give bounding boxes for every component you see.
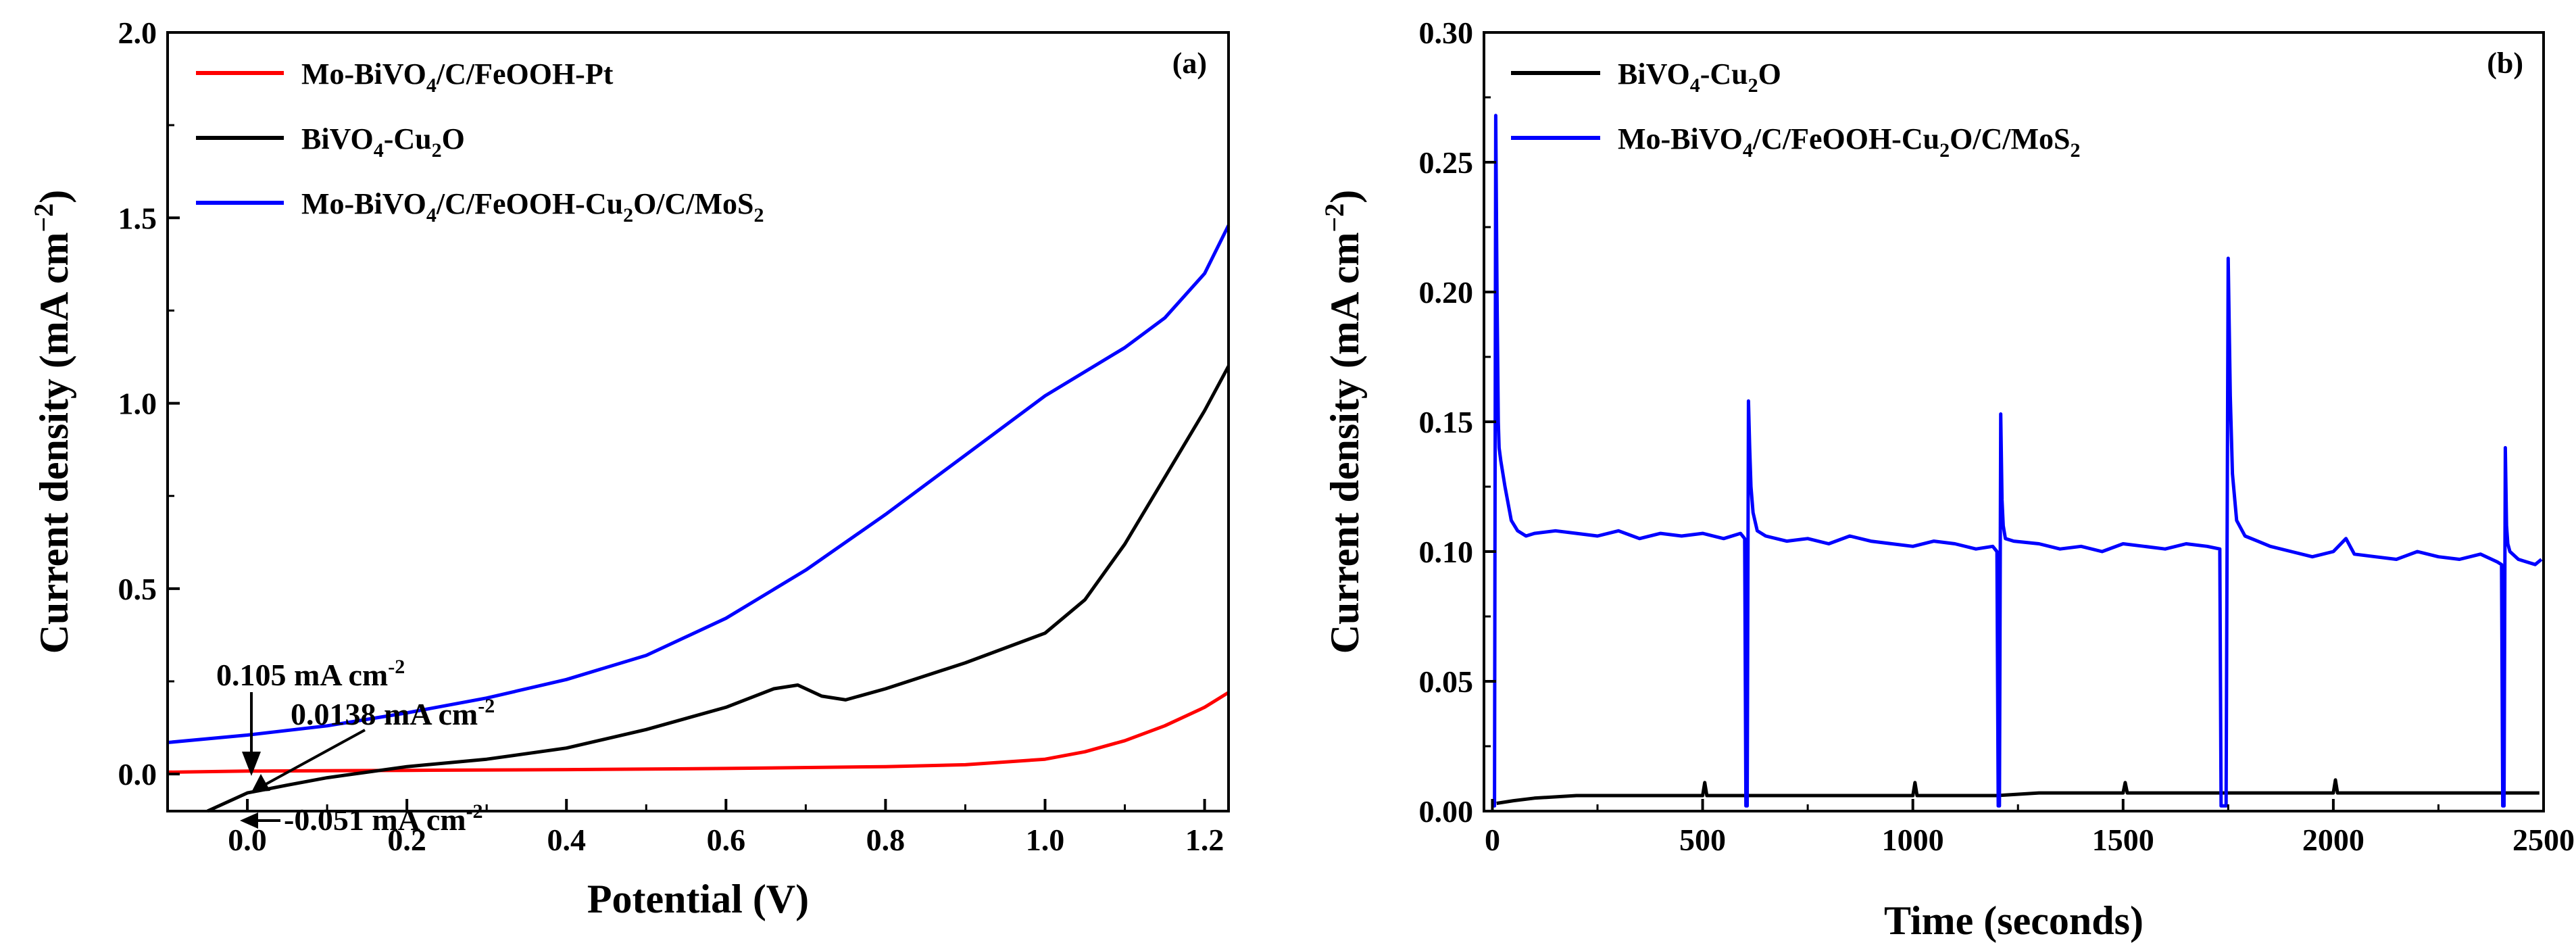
panel-a-ticks: 0.0 0.2 0.4 0.6 0.8 1.0 1.2 0.0 0.5 1.0 1.5 2.0: [118, 16, 1224, 857]
x-tick-label-a: 0.0: [228, 823, 267, 857]
panel-a-annotations: 0.105 mA cm-2 0.0138 mA cm-2 -0.051 mA c…: [216, 656, 495, 837]
series-line-b-0: [1496, 778, 2540, 805]
legend-entry-b-mos2: Mo-BiVO4/C/FeOOH-Cu2O/C/MoS2: [1618, 122, 2081, 162]
panel-a-ylabel: Current density (mA cm−2): [28, 190, 76, 654]
legend-entry-pt: Mo-BiVO4/C/FeOOH-Pt: [301, 57, 614, 97]
panel-a-frame: [166, 31, 1230, 812]
legend-entry-mos2: Mo-BiVO4/C/FeOOH-Cu2O/C/MoS2: [301, 187, 764, 226]
panel-b-label: (b): [2487, 47, 2523, 80]
annotation-0105: 0.105 mA cm-2: [216, 656, 405, 692]
annotation-00138-arrow: [263, 729, 366, 787]
panel-a: 0.0 0.2 0.4 0.6 0.8 1.0 1.2 0.0 0.5 1.0 1.5 2.0 (a)…: [28, 16, 1231, 921]
x-tick-label-b: 1500: [2092, 823, 2154, 857]
y-tick-label-a: 1.5: [118, 201, 157, 235]
x-tick-label-b: 1000: [1882, 823, 1944, 857]
annotation-m0051: -0.051 mA cm-2: [284, 800, 483, 837]
y-tick-label-a: 2.0: [118, 16, 157, 50]
panel-b-legend: BiVO4-Cu2O Mo-BiVO4/C/FeOOH-Cu2O/C/MoS2: [1511, 57, 2081, 162]
x-tick-label-a: 0.4: [547, 823, 586, 857]
y-tick-label-b: 0.00: [1419, 794, 1474, 829]
y-tick-label-a: 0.5: [118, 572, 157, 606]
annotation-00138: 0.0138 mA cm-2: [291, 695, 495, 731]
y-tick-label-b: 0.05: [1419, 664, 1474, 699]
annotation-00138-arrowhead: [251, 774, 270, 792]
series-line-a-0: [167, 691, 1230, 774]
panel-b-xlabel: Time (seconds): [1884, 898, 2144, 943]
legend-entry-cu2o: BiVO4-Cu2O: [301, 122, 465, 162]
y-tick-label-a: 0.0: [118, 757, 157, 792]
x-tick-label-a: 1.0: [1026, 823, 1065, 857]
x-tick-label-a: 0.6: [707, 823, 746, 857]
x-tick-label-b: 500: [1679, 823, 1726, 857]
x-tick-label-a: 0.2: [387, 823, 426, 857]
panel-a-label: (a): [1172, 47, 1207, 80]
series-line-b-1: [1492, 114, 2543, 808]
panel-b-ticks: 0 500 1000 1500 2000 2500 0.00 0.05 0.10 0.15 0.20…: [1419, 16, 2575, 857]
y-tick-label-b: 0.30: [1419, 16, 1474, 50]
x-tick-label-b: 0: [1485, 823, 1500, 857]
panel-b-plot-area: [1492, 114, 2543, 808]
y-tick-label-b: 0.20: [1419, 275, 1474, 310]
panel-a-xlabel: Potential (V): [587, 877, 809, 921]
x-tick-label-a: 1.2: [1185, 823, 1224, 857]
panel-a-plot-area: [167, 224, 1231, 813]
panel-a-legend: Mo-BiVO4/C/FeOOH-Pt BiVO4-Cu2O Mo-BiVO4/…: [196, 57, 764, 226]
y-tick-label-b: 0.25: [1419, 145, 1474, 180]
series-line-a-1: [206, 365, 1231, 813]
legend-entry-b-cu2o: BiVO4-Cu2O: [1618, 57, 1781, 97]
y-tick-label-b: 0.10: [1419, 535, 1474, 569]
annotation-0105-arrowhead: [242, 752, 261, 776]
panel-b-ylabel: Current density (mA cm−2): [1319, 190, 1367, 654]
panel-b: 0 500 1000 1500 2000 2500 0.00 0.05 0.10 0.15 0.20…: [1319, 16, 2575, 943]
y-tick-label-b: 0.15: [1419, 405, 1474, 439]
series-line-a-2: [167, 224, 1231, 744]
x-tick-label-b: 2500: [2512, 823, 2575, 857]
x-tick-label-a: 0.8: [866, 823, 906, 857]
x-tick-label-b: 2000: [2302, 823, 2364, 857]
annotation-m0051-arrowhead: [240, 812, 258, 829]
y-tick-label-a: 1.0: [118, 387, 157, 421]
